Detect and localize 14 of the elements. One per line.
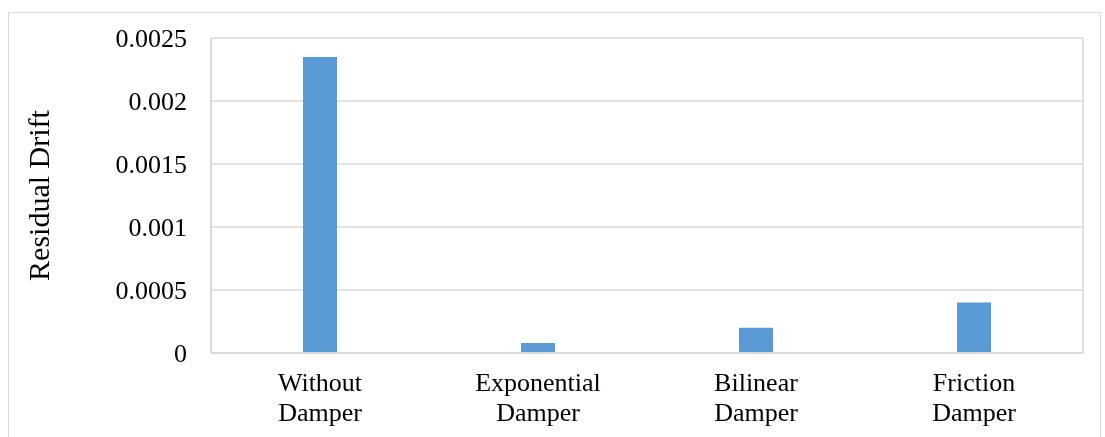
- y-tick-label: 0.0005: [115, 276, 187, 306]
- y-tick-label: 0.0025: [115, 24, 187, 54]
- x-tick-label: Without Damper: [277, 368, 363, 427]
- y-tick-label: 0.0015: [115, 150, 187, 180]
- bar: [957, 302, 991, 353]
- bar: [739, 327, 773, 353]
- y-axis-title: Residual Drift: [21, 109, 55, 281]
- x-tick-label: Bilinear Damper: [714, 368, 799, 427]
- x-tick-label: Friction Damper: [932, 368, 1017, 427]
- x-tick-label: Exponential Damper: [475, 368, 601, 427]
- y-tick-label: 0.002: [128, 87, 187, 117]
- y-tick-label: 0: [174, 339, 187, 369]
- y-tick-label: 0.001: [128, 213, 187, 243]
- bar: [303, 56, 337, 353]
